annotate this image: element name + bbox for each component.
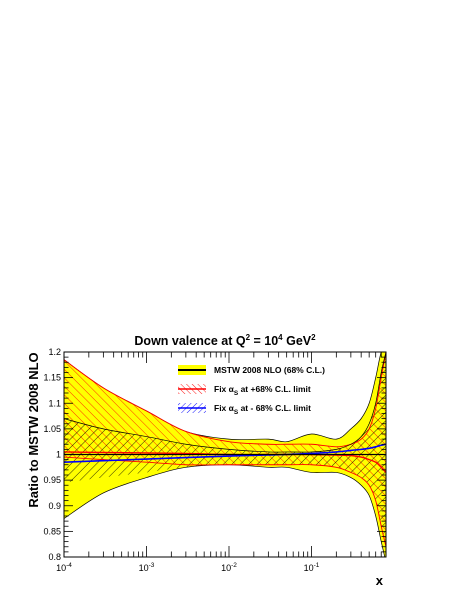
x-tick-label: 10-1: [304, 562, 320, 573]
alphas-minus-central: [64, 443, 386, 463]
legend-label-alphas-minus: Fix αS at - 68% C.L. limit: [214, 403, 311, 416]
x-tick-label: 10-2: [221, 562, 237, 573]
x-axis-label: x: [376, 573, 384, 588]
alphas-plus-upper-edge: [64, 352, 386, 448]
legend-label-mstw: MSTW 2008 NLO (68% C.L.): [214, 365, 325, 375]
legend-label-alphas-plus: Fix αS at +68% C.L. limit: [214, 384, 311, 397]
y-tick-label: 1: [56, 450, 61, 460]
legend: MSTW 2008 NLO (68% C.L.) Fix αS at +68% …: [178, 365, 325, 416]
mstw-lower-edge: [64, 464, 386, 557]
y-tick-label: 0.85: [43, 526, 61, 536]
y-axis-label: Ratio to MSTW 2008 NLO: [26, 352, 41, 507]
y-tick-label: 1.15: [43, 373, 61, 383]
chart-title: Down valence at Q2 = 104 GeV2: [134, 333, 316, 348]
x-tick-label: 10-4: [56, 562, 72, 573]
alphas-plus-lower-edge: [64, 456, 386, 547]
alphas-minus-upper-edge: [64, 352, 386, 453]
x-tick-label: 10-3: [139, 562, 155, 573]
y-tick-label: 1.2: [48, 347, 61, 357]
y-axis-ticks: 0.8 0.85 0.9 0.95 1 1.05 1.1 1.15 1.2: [43, 347, 386, 562]
y-tick-label: 0.8: [48, 552, 61, 562]
y-tick-label: 0.95: [43, 475, 61, 485]
y-tick-label: 1.1: [48, 398, 61, 408]
x-axis-ticks: 10-4 10-3 10-2 10-1: [56, 352, 387, 573]
band-alphas-minus: [64, 352, 386, 547]
y-tick-label: 0.9: [48, 501, 61, 511]
series-bands: [64, 352, 386, 557]
y-tick-label: 1.05: [43, 424, 61, 434]
